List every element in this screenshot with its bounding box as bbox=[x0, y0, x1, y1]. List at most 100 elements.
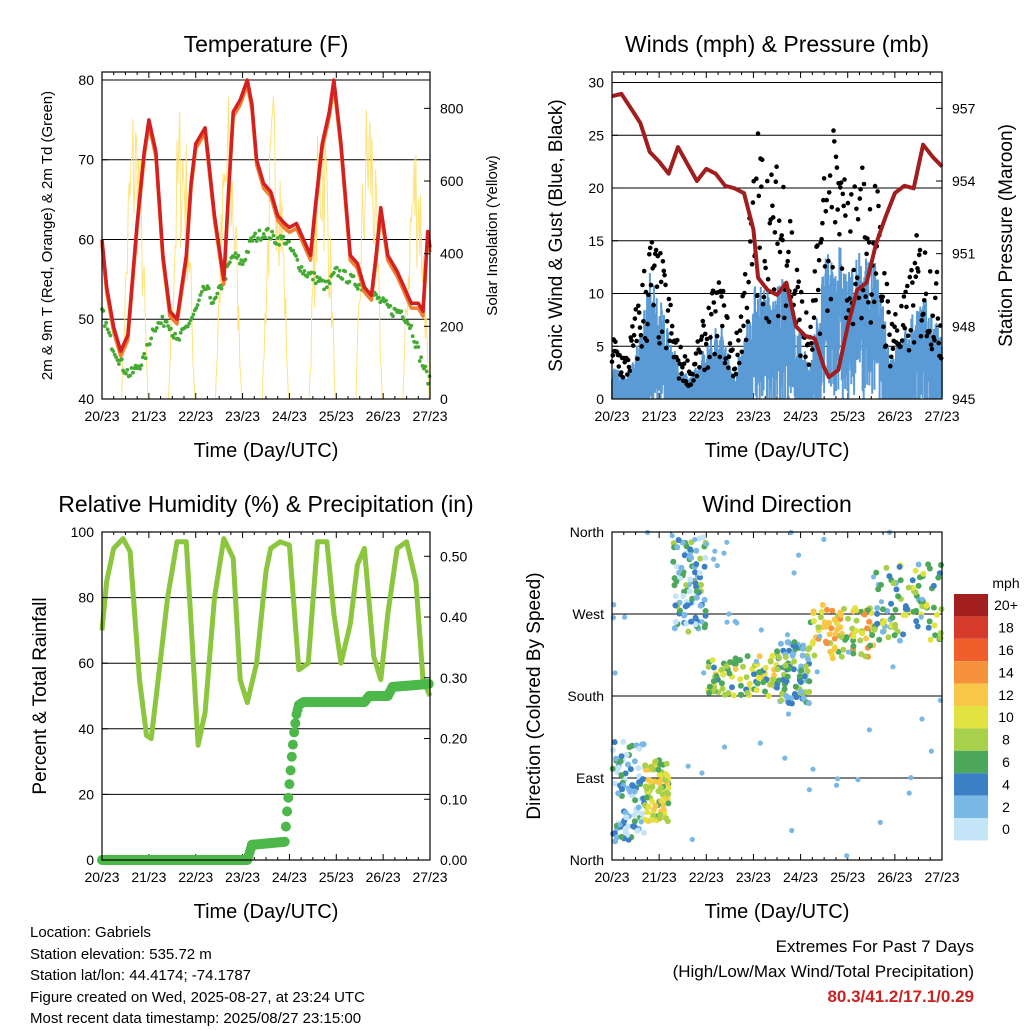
gust-point bbox=[703, 331, 708, 337]
gust-point bbox=[911, 340, 917, 345]
gust-point bbox=[669, 323, 675, 329]
wind-direction-point bbox=[914, 623, 921, 630]
wind-direction-point bbox=[726, 670, 733, 677]
wind-direction-point bbox=[663, 789, 670, 796]
legend-label: 4 bbox=[1002, 776, 1010, 792]
wind-direction-point bbox=[693, 588, 700, 595]
gust-point bbox=[879, 298, 885, 304]
gust-point bbox=[720, 288, 726, 294]
gust-point bbox=[709, 311, 714, 317]
dewpoint-point bbox=[153, 329, 158, 333]
wind-direction-point bbox=[767, 658, 774, 665]
y2-tick-label: 948 bbox=[952, 318, 976, 334]
plot-frame bbox=[611, 71, 943, 400]
wind-direction-point bbox=[817, 633, 823, 640]
wind-direction-point bbox=[713, 673, 720, 680]
gust-point bbox=[691, 378, 696, 383]
x-tick-label: 23/23 bbox=[736, 408, 771, 424]
legend-swatch bbox=[954, 616, 988, 639]
dewpoint-point bbox=[159, 321, 163, 326]
gust-point bbox=[808, 324, 813, 330]
dewpoint-point bbox=[388, 304, 393, 308]
gust-point bbox=[726, 365, 731, 371]
solar-day-trace bbox=[355, 109, 383, 400]
gust-point bbox=[619, 370, 624, 375]
gust-point bbox=[816, 257, 822, 263]
gust-point bbox=[750, 200, 756, 205]
precipitation-point bbox=[283, 792, 294, 803]
dewpoint-point bbox=[190, 315, 194, 320]
gust-point bbox=[868, 320, 874, 325]
wind-direction-point bbox=[689, 595, 696, 602]
wind-direction-point bbox=[910, 608, 917, 615]
gust-point bbox=[933, 295, 938, 301]
gust-point bbox=[663, 282, 668, 288]
wind-direction-point bbox=[754, 680, 761, 687]
x-tick-label: 23/23 bbox=[736, 869, 771, 885]
wind-direction-point bbox=[826, 631, 833, 638]
gust-point bbox=[804, 310, 809, 315]
y2-tick-label: 951 bbox=[952, 246, 976, 262]
wind-direction-point bbox=[612, 670, 618, 676]
dewpoint-point bbox=[343, 269, 348, 274]
wind-direction-point bbox=[657, 811, 664, 818]
gust-point bbox=[935, 316, 941, 321]
gust-point bbox=[706, 305, 711, 311]
dewpoint-point bbox=[270, 229, 274, 234]
y-tick-label: 100 bbox=[71, 524, 95, 540]
wind-direction-point bbox=[861, 611, 868, 618]
wind-direction-point bbox=[919, 603, 926, 610]
dewpoint-point bbox=[294, 254, 298, 258]
wind-direction-point bbox=[672, 593, 679, 600]
wind-direction-point bbox=[926, 618, 933, 625]
wind-direction-point bbox=[774, 666, 781, 673]
wind-direction-point bbox=[705, 663, 712, 670]
dewpoint-point bbox=[336, 274, 341, 278]
precipitation-point bbox=[423, 678, 434, 689]
wind-direction-point bbox=[886, 573, 893, 580]
gust-point bbox=[641, 268, 647, 274]
dewpoint-point bbox=[162, 324, 166, 328]
gust-point bbox=[893, 312, 898, 317]
dewpoint-point bbox=[125, 368, 130, 372]
wind-direction-point bbox=[800, 645, 807, 652]
gust-point bbox=[653, 247, 659, 253]
gust-point bbox=[720, 323, 725, 329]
dewpoint-point bbox=[154, 326, 159, 330]
y-tick-label: 15 bbox=[588, 233, 604, 249]
y-tick-label: 80 bbox=[78, 590, 94, 606]
gust-point bbox=[905, 333, 911, 339]
gust-point bbox=[899, 338, 905, 343]
dewpoint-point bbox=[164, 319, 169, 324]
dewpoint-point bbox=[199, 290, 204, 294]
figure-created: Figure created on Wed, 2025-08-27, at 23… bbox=[30, 988, 365, 1006]
gust-point bbox=[806, 362, 812, 368]
dewpoint-point bbox=[173, 331, 178, 336]
wind-direction-point bbox=[631, 818, 638, 825]
x-tick-label: 26/23 bbox=[366, 869, 401, 885]
x-tick-label: 27/23 bbox=[412, 408, 447, 424]
gust-point bbox=[700, 318, 706, 324]
wind-direction-point bbox=[919, 716, 925, 722]
gust-point bbox=[682, 354, 688, 359]
dewpoint-point bbox=[169, 326, 173, 331]
legend-label: 20+ bbox=[994, 597, 1018, 613]
wind-direction-point bbox=[870, 574, 877, 580]
gust-point bbox=[826, 258, 831, 264]
gust-point bbox=[822, 264, 828, 269]
legend-label: 6 bbox=[1002, 754, 1010, 770]
wind-direction-point bbox=[678, 564, 685, 571]
wind-direction-point bbox=[819, 602, 826, 608]
gust-point bbox=[852, 184, 857, 189]
wind-direction-point bbox=[651, 778, 658, 785]
legend-swatch bbox=[954, 773, 988, 796]
legend-label: 10 bbox=[998, 709, 1014, 725]
gust-point bbox=[665, 308, 671, 313]
dewpoint-point bbox=[312, 271, 317, 275]
gust-point bbox=[930, 313, 936, 319]
wind-direction-point bbox=[784, 632, 791, 638]
legend-label: 8 bbox=[1002, 732, 1010, 748]
wind-direction-point bbox=[615, 764, 622, 771]
dewpoint-point bbox=[108, 333, 113, 338]
gust-point bbox=[743, 337, 749, 343]
